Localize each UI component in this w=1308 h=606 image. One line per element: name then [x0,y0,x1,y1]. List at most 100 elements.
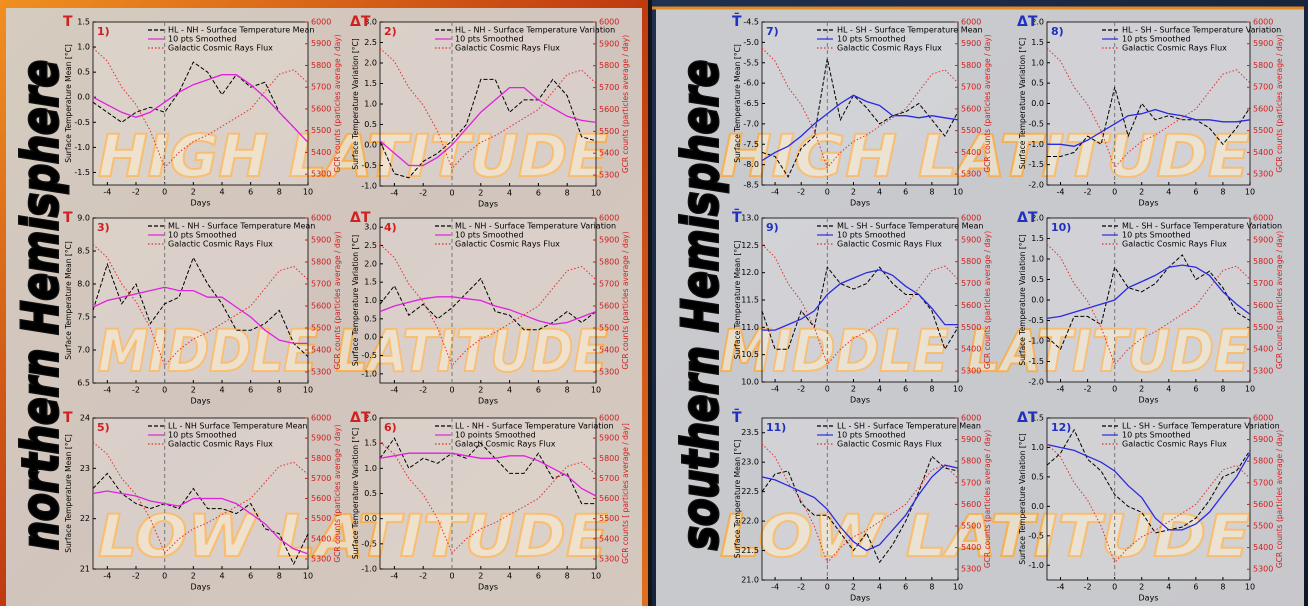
y-axis-label: Surface Temperature Variation [°C] [1018,234,1027,365]
chart-symbol: ΔT [350,14,371,30]
x-tick-label: -4 [390,189,398,198]
x-tick-label: 4 [877,188,882,197]
y2-tick-label: 5600 [599,494,619,503]
x-tick-label: 10 [591,386,601,395]
y2-axis-label: GCR counts (particles average / day) [983,34,992,172]
legend-label: 10 pts Smoothed [837,431,906,440]
legend-label: 10 pts Smoothed [168,431,237,440]
chart-label: 2) [384,25,397,38]
x-axis-label: Days [191,583,211,592]
x-tick-label: 4 [877,385,882,394]
x-tick-label: 0 [162,572,167,581]
x-tick-label: 4 [1166,188,1171,197]
x-tick-label: 10 [303,188,313,197]
chart: -2.0-1.5-1.0-0.50.00.51.01.52.0530054005… [1017,210,1284,405]
x-tick-label: 6 [536,189,541,198]
y-tick-label: 9.0 [77,214,90,223]
legend-label: 10 pts Smoothed [837,231,906,240]
chart-symbol: ΔT [1017,210,1038,226]
y2-tick-label: 5700 [311,474,331,483]
y-tick-label: 11.0 [741,323,759,332]
y2-tick-label: 5700 [311,83,331,92]
legend-label: Galactic Cosmic Rays Flux [1122,440,1227,449]
x-tick-label: -4 [1057,385,1065,394]
y2-tick-label: 5700 [961,83,981,92]
y-tick-label: 23.0 [741,458,759,467]
y2-tick-label: 5500 [1253,522,1273,531]
x-tick-label: 0 [825,385,830,394]
x-tick-label: 6 [248,572,253,581]
y-tick-label: 1.5 [1031,234,1044,243]
y2-tick-label: 5600 [311,302,331,311]
legend-label: 10 pts Smoothed [837,35,906,44]
y2-tick-label: 5500 [599,127,619,136]
y-tick-label: 22 [80,514,90,523]
x-tick-label: 0 [162,188,167,197]
y-tick-label: 0.0 [1031,99,1044,108]
x-tick-label: 0 [449,386,454,395]
y-tick-label: 0.0 [364,333,377,342]
y-tick-label: -1.5 [1028,357,1044,366]
y-tick-label: -0.5 [1028,531,1044,540]
x-tick-label: 6 [903,385,908,394]
chart: -2.0-1.5-1.0-0.50.00.51.01.52.0530054005… [1017,14,1284,208]
y-tick-label: 0.0 [1031,502,1044,511]
x-tick-label: 2 [851,385,856,394]
x-tick-label: -2 [419,386,427,395]
y-tick-label: -6.0 [743,79,759,88]
legend-label: LL - NH - Surface Temperature Variation [455,422,614,431]
y2-axis-label: GCR counts [ particles average / day] [621,423,630,564]
y-tick-label: 23 [80,464,90,473]
y2-tick-label: 5900 [961,39,981,48]
chart-symbol: T̄ [732,11,742,30]
y2-tick-label: 5300 [599,554,619,563]
y2-tick-label: 5700 [1253,279,1273,288]
x-tick-label: 2 [1139,188,1144,197]
y-tick-label: 1.0 [364,100,377,109]
legend-label: ML - NH - Surface Temperature Variation [455,222,616,231]
x-tick-label: 8 [277,188,282,197]
poster: HIGH LATITUDE MIDDLE LATITUDE LOW LATITU… [0,0,1308,606]
y2-tick-label: 5600 [1253,500,1273,509]
y-tick-label: 1.0 [1031,58,1044,67]
legend-label: ML - SH - Surface Temperature Variation [1122,222,1282,231]
y-tick-label: 12.5 [741,241,759,250]
y2-tick-label: 5900 [599,39,619,48]
y-tick-label: -6.5 [743,99,759,108]
y2-tick-label: 5900 [599,434,619,443]
y-tick-label: 23.5 [741,428,759,437]
hemisphere-label: northern Hemisphere [12,60,70,550]
y-tick-label: 12.0 [741,268,759,277]
y2-tick-label: 5900 [599,236,619,245]
y-axis-label: Surface Temperature Mean [°C] [64,44,73,163]
y2-axis-label: GCR counts (particles average / day) [1275,34,1284,172]
y2-axis-label: GCR counts (particles average / day) [333,34,342,172]
y-tick-label: 1.5 [364,278,377,287]
y-tick-label: -1.0 [74,143,90,152]
y2-tick-label: 5600 [311,494,331,503]
y2-tick-label: 5900 [1253,435,1273,444]
x-tick-label: 4 [219,188,224,197]
chart: 10.010.511.011.512.012.513.0530054005500… [732,207,992,404]
y-tick-label: -1.0 [361,565,377,574]
legend-label: 10 pts Smoothed [1122,35,1191,44]
x-axis-label: Days [191,199,211,208]
y2-tick-label: 5300 [961,367,981,376]
y-tick-label: 2.5 [364,241,377,250]
y-tick-label: -2.0 [1028,378,1044,387]
y2-axis-label: GCR counts (particles average / day) [1275,430,1284,568]
legend-label: 10 points Smoothed [455,431,536,440]
y-tick-label: -2.0 [1028,181,1044,190]
y-tick-label: 24 [80,414,90,423]
x-tick-label: 6 [1193,385,1198,394]
y-tick-label: 7.0 [77,346,90,355]
legend-label: Galactic Cosmic Rays Flux [168,440,273,449]
chart: 2122232453005400550056005700580059006000… [63,410,342,592]
x-tick-label: 10 [303,386,313,395]
y-tick-label: 1.5 [364,439,377,448]
chart: -1.0-0.50.00.51.01.553005400550056005700… [1017,410,1284,603]
y2-axis-label: GCR counts (particles average / day) [621,231,630,369]
chart-label: 1) [97,25,110,38]
legend-label: LL - SH - Surface Temperature Mean [837,422,981,431]
y-axis-label: Surface Temperature Mean [°C] [64,434,73,553]
